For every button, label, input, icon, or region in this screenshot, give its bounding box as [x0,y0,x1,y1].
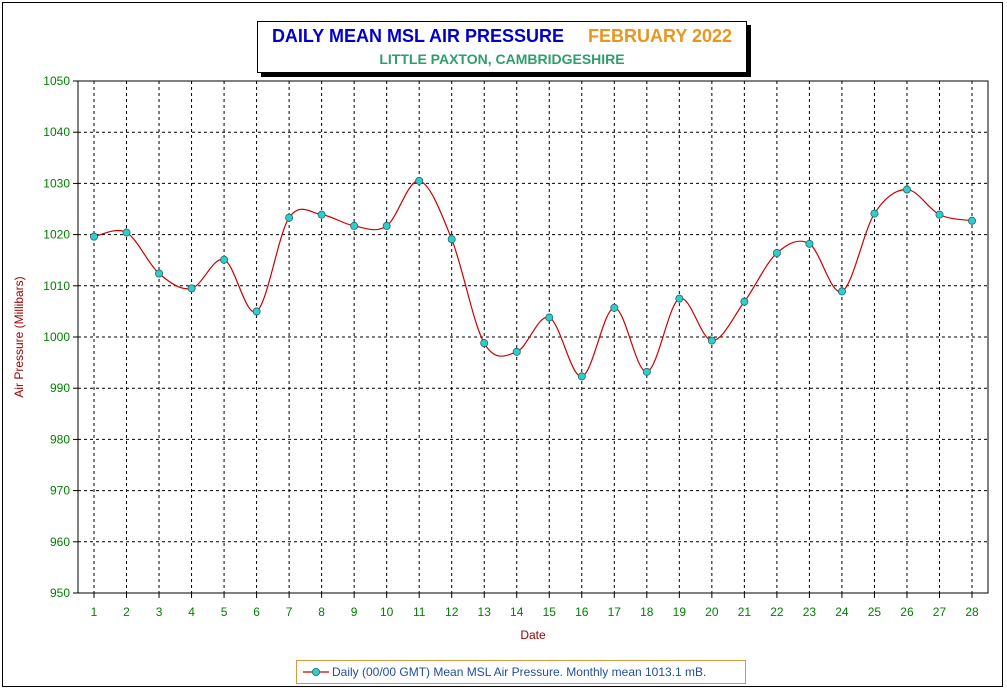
legend: Daily (00/00 GMT) Mean MSL Air Pressure.… [296,660,746,684]
data-point-marker [740,297,749,306]
data-point-marker [187,284,196,293]
data-point-marker [90,232,99,241]
data-point-marker [935,210,944,219]
x-tick-label: 21 [738,605,752,619]
title-month: FEBRUARY 2022 [588,26,733,46]
data-point-marker [122,228,131,237]
data-point-marker [317,210,326,219]
x-tick-label: 7 [286,605,293,619]
data-point-marker [805,239,814,248]
y-tick-labels: 950 960 970 980 990 1000 1010 1020 1030 1040 1050 [43,74,70,600]
x-tick-label: 25 [868,605,882,619]
series-markers [90,176,977,381]
legend-label: Daily (00/00 GMT) Mean MSL Air Pressure.… [332,665,707,679]
y-tick-label: 950 [50,586,70,600]
x-tick-label: 18 [640,605,654,619]
chart-title: DAILY MEAN MSL AIR PRESSURE FEBRUARY 2022 [258,26,746,47]
axes [73,80,989,598]
x-tick-label: 19 [673,605,687,619]
y-tick-label: 1020 [43,228,70,242]
plot-area-border [77,80,989,594]
x-tick-label: 10 [380,605,394,619]
chart-subtitle: LITTLE PAXTON, CAMBRIDGESHIRE [379,51,625,67]
y-axis-label: Air Pressure (Millibars) [12,276,26,397]
data-point-marker [480,339,489,348]
x-tick-label: 24 [835,605,849,619]
x-tick-label: 23 [803,605,817,619]
x-tick-label: 6 [253,605,260,619]
data-point-marker [902,185,911,194]
y-tick-label: 1050 [43,74,70,88]
x-tick-label: 28 [965,605,979,619]
data-point-marker [577,372,586,381]
x-tick-label: 27 [933,605,947,619]
y-tick-label: 960 [50,535,70,549]
y-tick-label: 990 [50,381,70,395]
series-line [93,180,973,378]
legend-marker-icon [303,668,329,676]
x-tick-label: 14 [510,605,524,619]
data-point-marker [382,221,391,230]
y-tick-label: 1010 [43,279,70,293]
data-point-marker [772,249,781,258]
y-tick-label: 1000 [43,330,70,344]
x-tick-label: 8 [318,605,325,619]
x-tick-labels: 1 2 3 4 5 6 7 8 9 10 11 12 13 14 15 16 17 18 19 20 21 22 23 24 2… [91,605,979,619]
x-tick-label: 1 [91,605,98,619]
data-point-marker [707,336,716,345]
data-point-marker [350,221,359,230]
x-tick-label: 22 [770,605,784,619]
data-point-marker [220,255,229,264]
data-point-marker [968,216,977,225]
y-tick-label: 1030 [43,176,70,190]
x-tick-label: 12 [445,605,459,619]
y-tick-label: 1040 [43,125,70,139]
data-point-marker [447,235,456,244]
x-tick-label: 9 [351,605,358,619]
x-tick-label: 13 [478,605,492,619]
title-main: DAILY MEAN MSL AIR PRESSURE [271,26,564,46]
x-tick-label: 5 [221,605,228,619]
x-tick-label: 3 [156,605,163,619]
data-point-marker [512,347,521,356]
x-tick-label: 16 [575,605,589,619]
chart-title-box: DAILY MEAN MSL AIR PRESSURE FEBRUARY 2022… [257,21,747,73]
data-point-marker [837,287,846,296]
x-tick-label: 20 [705,605,719,619]
data-point-marker [155,269,164,278]
x-tick-label: 4 [188,605,195,619]
x-tick-label: 26 [900,605,914,619]
x-tick-label: 2 [123,605,130,619]
x-tick-label: 11 [413,605,426,619]
x-tick-label: 17 [608,605,622,619]
y-tick-label: 980 [50,432,70,446]
data-point-marker [252,307,261,316]
data-point-marker [415,176,424,185]
data-point-marker [642,367,651,376]
data-point-marker [545,313,554,322]
x-tick-label: 15 [543,605,557,619]
y-tick-label: 970 [50,484,70,498]
data-point-marker [675,294,684,303]
grid-lines [78,81,988,593]
data-point-marker [610,303,619,312]
data-point-marker [285,213,294,222]
data-point-marker [870,209,879,218]
x-axis-label: Date [520,628,546,642]
